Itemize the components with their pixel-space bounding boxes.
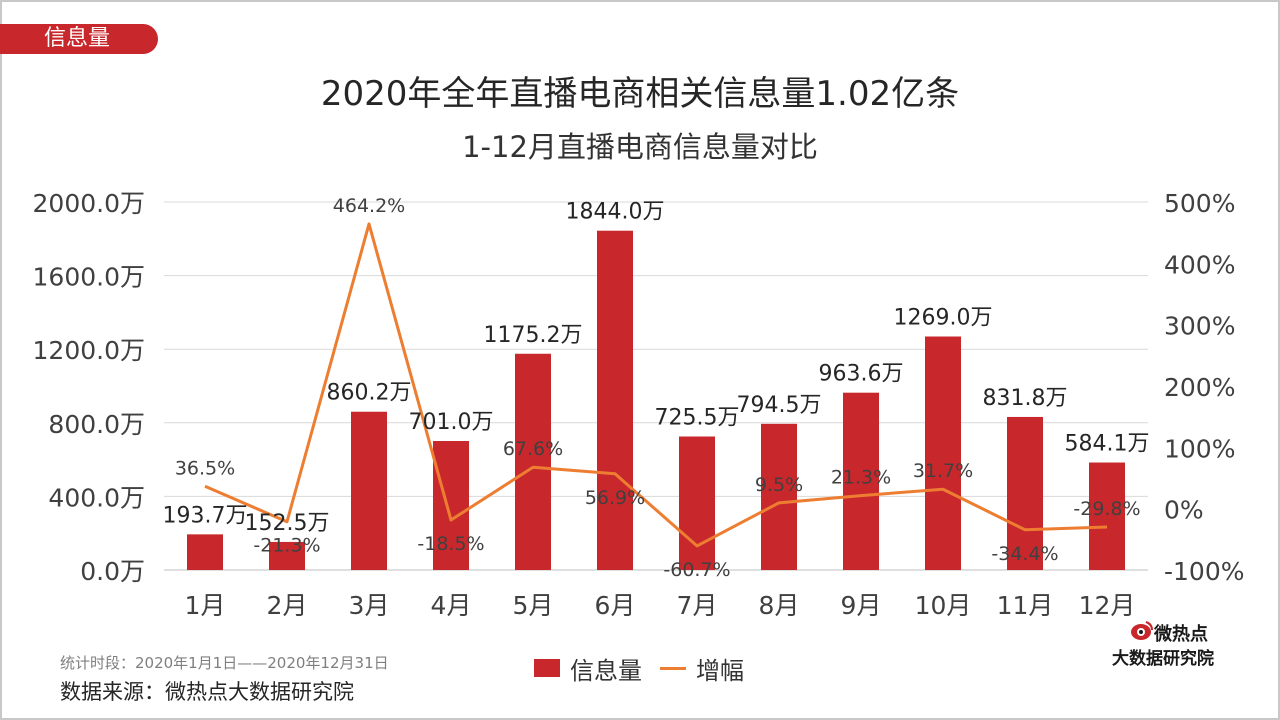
- growth-value-label: 31.7%: [913, 460, 973, 482]
- bar-value-label: 701.0万: [409, 410, 494, 435]
- x-tick-label: 2月: [267, 591, 308, 620]
- bar: [597, 230, 633, 571]
- growth-value-label: 36.5%: [175, 457, 235, 479]
- x-tick-label: 6月: [595, 591, 636, 620]
- growth-value-label: 56.9%: [585, 487, 645, 509]
- growth-value-label: -34.4%: [991, 543, 1058, 565]
- x-tick-label: 11月: [997, 591, 1054, 620]
- y-right-tick-label: 300%: [1164, 312, 1235, 341]
- logo-name: 微热点: [1154, 624, 1208, 645]
- x-tick-label: 10月: [915, 591, 972, 620]
- x-tick-label: 12月: [1079, 591, 1136, 620]
- legend-bar-swatch: [534, 659, 560, 677]
- y-right-tick-label: 200%: [1164, 373, 1235, 402]
- y-right-tick-label: -100%: [1164, 557, 1245, 586]
- bar-value-label: 152.5万: [245, 511, 330, 536]
- bar: [269, 541, 305, 570]
- x-tick-label: 9月: [841, 591, 882, 620]
- x-tick-label: 4月: [431, 591, 472, 620]
- bar: [1089, 462, 1125, 570]
- growth-value-label: 9.5%: [755, 474, 803, 496]
- bar-value-label: 963.6万: [819, 362, 904, 387]
- eye-logo-icon: [1131, 621, 1153, 640]
- y-right-tick-label: 0%: [1164, 496, 1204, 525]
- growth-value-label: 464.2%: [333, 195, 405, 217]
- bar: [1007, 416, 1043, 570]
- x-tick-label: 8月: [759, 591, 800, 620]
- y-left-tick-label: 1200.0万: [33, 336, 145, 365]
- y-right-tick-label: 500%: [1164, 189, 1235, 218]
- growth-value-label: -18.5%: [417, 533, 484, 555]
- bar-value-label: 1844.0万: [566, 200, 665, 225]
- data-source: 数据来源：微热点大数据研究院: [60, 680, 354, 704]
- bar-value-label: 860.2万: [327, 381, 412, 406]
- bar-value-label: 725.5万: [655, 406, 740, 431]
- x-tick-label: 5月: [513, 591, 554, 620]
- y-right-tick-label: 100%: [1164, 434, 1235, 463]
- x-tick-label: 1月: [185, 591, 226, 620]
- bar-value-label: 831.8万: [983, 386, 1068, 411]
- bar-value-label: 193.7万: [163, 503, 248, 528]
- bar-value-label: 1269.0万: [894, 306, 993, 331]
- bar-value-label: 1175.2万: [484, 323, 583, 348]
- bar-value-label: 794.5万: [737, 393, 822, 418]
- growth-value-label: -60.7%: [663, 559, 730, 581]
- logo-org: 大数据研究院: [1112, 649, 1214, 669]
- growth-value-label: 21.3%: [831, 467, 891, 489]
- x-tick-label: 3月: [349, 591, 390, 620]
- y-left-tick-label: 0.0万: [80, 557, 145, 586]
- growth-value-label: 67.6%: [503, 438, 563, 460]
- bar: [351, 411, 387, 570]
- bar: [515, 353, 551, 570]
- weirediandian-logo: 微热点 大数据研究院: [1112, 620, 1234, 669]
- bar: [761, 423, 797, 570]
- bar: [187, 534, 223, 570]
- bar: [679, 436, 715, 570]
- chart-title: 2020年全年直播电商相关信息量1.02亿条: [320, 74, 960, 114]
- bar-value-label: 584.1万: [1065, 432, 1150, 457]
- x-tick-label: 7月: [677, 591, 718, 620]
- growth-line: [204, 222, 1108, 548]
- bar: [925, 336, 961, 570]
- bar: [433, 441, 469, 570]
- y-left-tick-label: 400.0万: [48, 483, 145, 512]
- chart-subtitle: 1-12月直播电商信息量对比: [462, 130, 818, 164]
- y-right-tick-label: 400%: [1164, 250, 1235, 279]
- y-left-tick-label: 800.0万: [48, 410, 145, 439]
- legend-bar-label: 信息量: [570, 656, 642, 685]
- legend: 信息量 增幅: [534, 652, 744, 685]
- legend-line-label: 增幅: [696, 656, 744, 685]
- y-left-tick-label: 1600.0万: [33, 263, 145, 292]
- growth-value-label: -21.3%: [253, 535, 320, 557]
- y-left-tick-label: 2000.0万: [33, 189, 145, 218]
- growth-value-label: -29.8%: [1073, 498, 1140, 520]
- section-tag: 信息量: [0, 24, 158, 54]
- legend-line-swatch: [660, 666, 686, 670]
- bar: [843, 392, 879, 570]
- stat-period: 统计时段：2020年1月1日——2020年12月31日: [60, 654, 389, 672]
